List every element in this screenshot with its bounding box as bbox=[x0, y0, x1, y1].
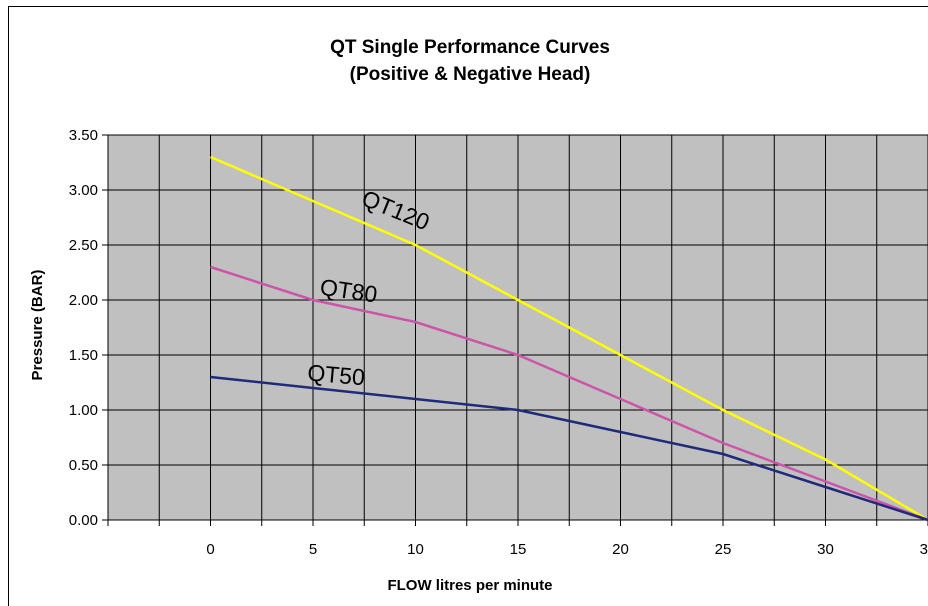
y-tick-label: 3.50 bbox=[69, 127, 98, 144]
x-axis-title: FLOW litres per minute bbox=[387, 577, 552, 594]
x-tick-label: 35 bbox=[920, 541, 928, 558]
x-tick-label: 20 bbox=[612, 541, 629, 558]
chart-title: QT Single Performance Curves bbox=[330, 37, 610, 58]
y-tick-label: 2.50 bbox=[69, 237, 98, 254]
x-tick-label: 10 bbox=[407, 541, 424, 558]
x-tick-label: 25 bbox=[715, 541, 732, 558]
y-tick-label: 1.50 bbox=[69, 347, 98, 364]
y-tick-label: 0.50 bbox=[69, 457, 98, 474]
y-tick-label: 0.00 bbox=[69, 512, 98, 529]
x-tick-label: 15 bbox=[510, 541, 527, 558]
x-tick-label: 30 bbox=[817, 541, 834, 558]
y-tick-label: 2.00 bbox=[69, 292, 98, 309]
x-tick-label: 0 bbox=[206, 541, 214, 558]
series-label-qt50: QT50 bbox=[306, 359, 366, 390]
x-tick-label: 5 bbox=[309, 541, 317, 558]
chart-subtitle: (Positive & Negative Head) bbox=[350, 64, 591, 85]
y-tick-label: 3.00 bbox=[69, 182, 98, 199]
y-tick-label: 1.00 bbox=[69, 402, 98, 419]
y-axis-title: Pressure (BAR) bbox=[29, 270, 46, 381]
